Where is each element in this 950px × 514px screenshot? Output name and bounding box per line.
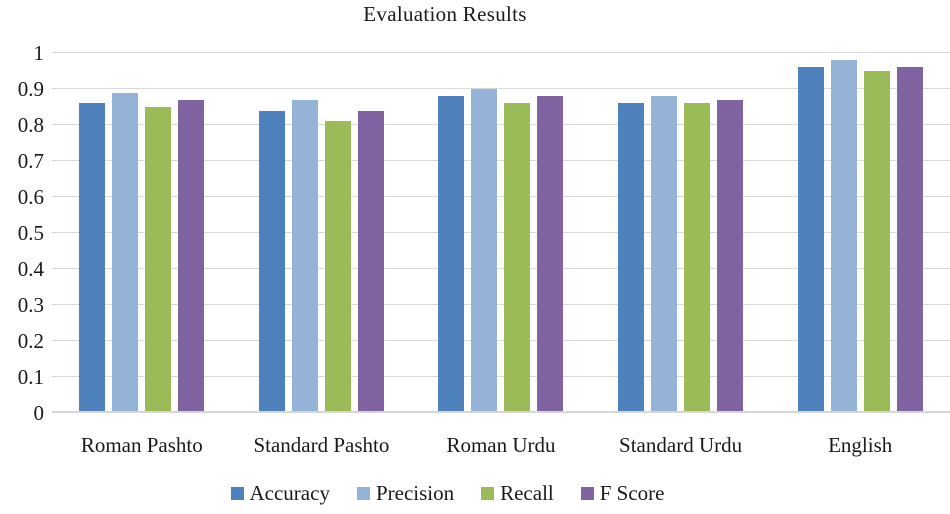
- gridline: [52, 88, 950, 89]
- gridline: [52, 160, 950, 161]
- gridline: [52, 340, 950, 341]
- bar-group: [770, 53, 950, 413]
- y-tick-label: 0: [33, 401, 45, 425]
- chart-title: Evaluation Results: [363, 2, 527, 26]
- gridline: [52, 268, 950, 269]
- plot-area: [52, 52, 950, 413]
- bar: [112, 93, 139, 413]
- x-axis-line: [52, 411, 950, 413]
- bar: [684, 103, 711, 413]
- y-tick-label: 0.6: [17, 185, 44, 209]
- bar: [357, 111, 384, 413]
- x-axis: Roman Pashto Standard Pashto Roman Urdu Sta…: [52, 433, 950, 458]
- legend-item: Accuracy: [230, 481, 330, 506]
- y-tick-label: 0.1: [17, 365, 44, 389]
- y-tick-label: 0.3: [17, 293, 44, 317]
- bar-group: [591, 53, 771, 413]
- bar: [471, 89, 498, 413]
- bar: [178, 100, 205, 413]
- bar-group: [52, 53, 232, 413]
- legend-swatch-icon: [580, 487, 594, 500]
- legend-item: F Score: [580, 481, 665, 506]
- bar-group: [411, 53, 591, 413]
- bar: [717, 100, 744, 413]
- gridline: [52, 232, 950, 233]
- bar: [324, 121, 351, 413]
- y-tick-label: 0.2: [17, 329, 44, 353]
- bar: [504, 103, 531, 413]
- gridline: [52, 196, 950, 197]
- legend: Accuracy Precision Recall F Score: [0, 481, 895, 506]
- bar: [438, 96, 465, 413]
- bar-groups: [52, 53, 950, 413]
- bar: [258, 111, 285, 413]
- legend-item: Precision: [356, 481, 455, 506]
- legend-item: Recall: [481, 481, 554, 506]
- x-tick-label: Roman Pashto: [80, 433, 203, 457]
- bar: [145, 107, 172, 413]
- bar: [291, 100, 318, 413]
- legend-label: F Score: [599, 481, 665, 505]
- x-tick-label: Standard Pashto: [253, 433, 390, 457]
- bar: [651, 96, 678, 413]
- bar: [863, 71, 890, 413]
- y-tick-label: 0.5: [17, 221, 44, 245]
- bar: [896, 67, 923, 413]
- legend-swatch-icon: [230, 487, 244, 500]
- x-tick-label: English: [828, 433, 893, 457]
- bar-group: [232, 53, 412, 413]
- legend-swatch-icon: [481, 487, 495, 500]
- y-tick-label: 0.4: [17, 257, 44, 281]
- bar: [830, 60, 857, 413]
- bar: [797, 67, 824, 413]
- legend-swatch-icon: [356, 487, 370, 500]
- bar: [79, 103, 106, 413]
- legend-label: Precision: [375, 481, 455, 505]
- y-tick-label: 0.8: [17, 113, 44, 137]
- x-tick-label: Roman Urdu: [446, 433, 556, 457]
- legend-label: Accuracy: [249, 481, 330, 505]
- bar: [537, 96, 564, 413]
- y-tick-label: 1: [33, 41, 45, 65]
- gridline: [52, 376, 950, 377]
- y-axis: 0 0.1 0.2 0.3 0.4 0.5 0.6 0.7 0.8 0.9 1: [0, 41, 44, 425]
- bar: [618, 103, 645, 413]
- y-tick-label: 0.9: [17, 77, 44, 101]
- gridline: [52, 304, 950, 305]
- x-tick-label: Standard Urdu: [619, 433, 743, 457]
- y-tick-label: 0.7: [17, 149, 44, 173]
- gridline: [52, 124, 950, 125]
- gridline: [52, 52, 950, 53]
- legend-label: Recall: [500, 481, 554, 505]
